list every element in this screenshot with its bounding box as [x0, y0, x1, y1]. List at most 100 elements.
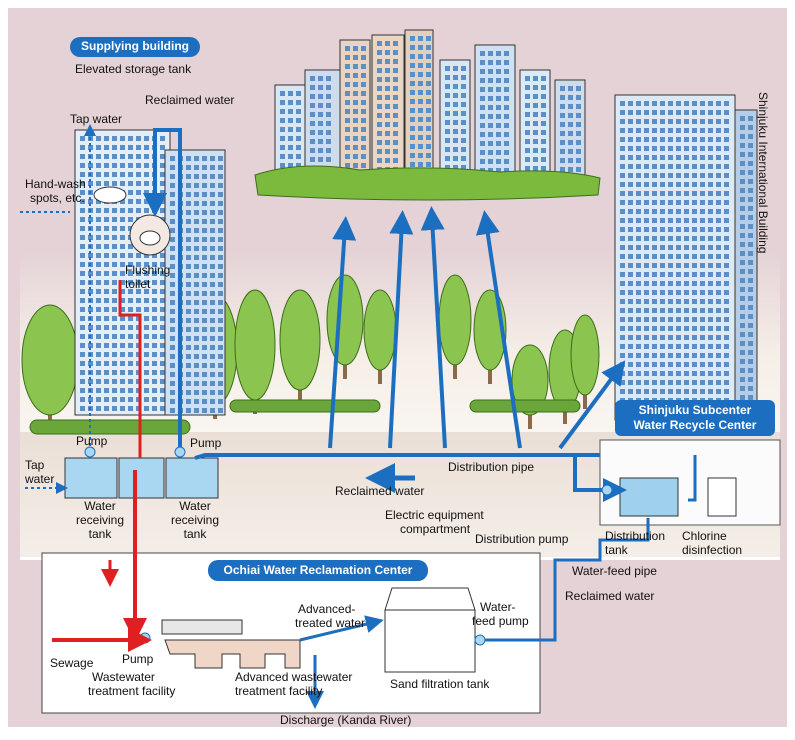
window [541, 139, 546, 144]
window [186, 264, 191, 269]
window [480, 87, 485, 92]
window [186, 192, 191, 197]
sink [94, 187, 126, 203]
window [636, 317, 641, 322]
window [170, 291, 175, 296]
window [80, 370, 85, 375]
window [504, 60, 509, 65]
window [112, 136, 117, 141]
label: Elevated storage tank [75, 62, 192, 76]
window [748, 377, 753, 382]
window [104, 244, 109, 249]
window [748, 296, 753, 301]
window [170, 156, 175, 161]
window [716, 173, 721, 178]
window [288, 100, 293, 105]
window [684, 137, 689, 142]
window [628, 110, 633, 115]
window [692, 164, 697, 169]
window [692, 101, 697, 106]
window [170, 210, 175, 215]
window [218, 282, 223, 287]
label: treatment facility [235, 684, 322, 698]
window [160, 280, 165, 285]
window [186, 345, 191, 350]
window [461, 156, 466, 161]
window [684, 335, 689, 340]
window [418, 135, 423, 140]
window [120, 406, 125, 411]
window [461, 75, 466, 80]
window [700, 236, 705, 241]
window [410, 63, 415, 68]
window [568, 149, 573, 154]
window [525, 94, 530, 99]
window [318, 121, 323, 126]
window [488, 51, 493, 56]
window [194, 282, 199, 287]
window [748, 269, 753, 274]
label: Water [179, 499, 211, 513]
window [461, 147, 466, 152]
window [684, 218, 689, 223]
window [128, 145, 133, 150]
window [280, 163, 285, 168]
window [345, 163, 350, 168]
window [345, 91, 350, 96]
window [194, 156, 199, 161]
window [361, 46, 366, 51]
window [620, 335, 625, 340]
window [748, 134, 753, 139]
window [660, 227, 665, 232]
window [353, 118, 358, 123]
window [112, 298, 117, 303]
window [202, 246, 207, 251]
window [716, 371, 721, 376]
window [636, 389, 641, 394]
window [160, 334, 165, 339]
window [716, 263, 721, 268]
window [385, 113, 390, 118]
window [96, 379, 101, 384]
label: Electric equipment [385, 508, 484, 522]
window [385, 68, 390, 73]
window [708, 200, 713, 205]
window [80, 289, 85, 294]
window [453, 156, 458, 161]
window [668, 218, 673, 223]
window [144, 388, 149, 393]
window [676, 263, 681, 268]
window [426, 126, 431, 131]
window [628, 200, 633, 205]
window [170, 381, 175, 386]
window [708, 173, 713, 178]
window [288, 145, 293, 150]
window [716, 281, 721, 286]
window [525, 121, 530, 126]
window [636, 137, 641, 142]
window [533, 139, 538, 144]
window [210, 399, 215, 404]
window [377, 104, 382, 109]
window [628, 299, 633, 304]
window [170, 363, 175, 368]
window [104, 361, 109, 366]
window [700, 128, 705, 133]
window [684, 326, 689, 331]
window [480, 114, 485, 119]
window [644, 281, 649, 286]
window [128, 370, 133, 375]
window [112, 172, 117, 177]
window [96, 361, 101, 366]
window [120, 397, 125, 402]
window [692, 299, 697, 304]
window [724, 389, 729, 394]
window [684, 380, 689, 385]
window [676, 164, 681, 169]
window [668, 290, 673, 295]
window [377, 50, 382, 55]
window [700, 344, 705, 349]
window [676, 389, 681, 394]
window [152, 289, 157, 294]
window [96, 253, 101, 258]
